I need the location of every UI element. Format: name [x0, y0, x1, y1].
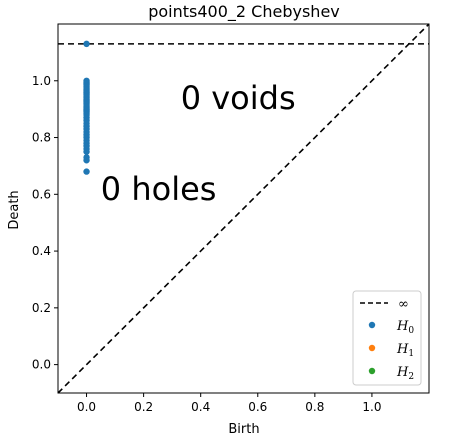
- y-tick-label: 0.4: [32, 244, 51, 258]
- annotation-text: 0 voids: [181, 79, 296, 117]
- y-tick-label: 1.0: [32, 74, 51, 88]
- data-point-h0: [83, 168, 90, 175]
- data-point-h0: [83, 157, 90, 164]
- y-tick-label: 0.6: [32, 187, 51, 201]
- x-tick-label: 0.8: [305, 400, 324, 414]
- diagonal-line: [57, 23, 430, 394]
- x-axis-label: Birth: [228, 422, 259, 437]
- plot-frame: [57, 23, 430, 394]
- y-tick-label: 0.2: [32, 301, 51, 315]
- legend-marker: [368, 321, 376, 329]
- data-point-h0: [83, 40, 90, 48]
- legend-infinity-label: ∞: [398, 297, 409, 312]
- x-tick-label: 0.6: [248, 400, 267, 414]
- reference-lines: [57, 23, 430, 394]
- annotation-text: 0 holes: [101, 170, 217, 208]
- x-tick-label: 0.4: [191, 400, 210, 414]
- y-tick-label: 0.8: [32, 131, 51, 145]
- chart-title: points400_2 Chebyshev: [148, 2, 340, 22]
- y-axis-label: Death: [7, 190, 22, 229]
- x-tick-label: 0.0: [77, 400, 96, 414]
- x-axis-ticks: 0.0 0.2 0.4 0.6 0.8 1.0: [77, 393, 381, 414]
- y-tick-label: 0.0: [32, 358, 51, 372]
- x-tick-label: 1.0: [362, 400, 381, 414]
- legend-frame: [352, 290, 422, 386]
- data-points: [83, 40, 90, 175]
- y-axis-ticks: 0.0 0.2 0.4 0.6 0.8 1.0: [32, 74, 58, 372]
- legend-marker: [368, 344, 376, 352]
- legend-label-subscript: 0: [408, 326, 414, 336]
- data-point-h0: [83, 148, 90, 155]
- legend-marker: [368, 367, 376, 375]
- x-tick-label: 0.2: [134, 400, 153, 414]
- legend-label-subscript: 2: [408, 372, 414, 382]
- annotations: 0 voids 0 holes: [101, 79, 296, 208]
- legend-label-subscript: 1: [408, 349, 414, 359]
